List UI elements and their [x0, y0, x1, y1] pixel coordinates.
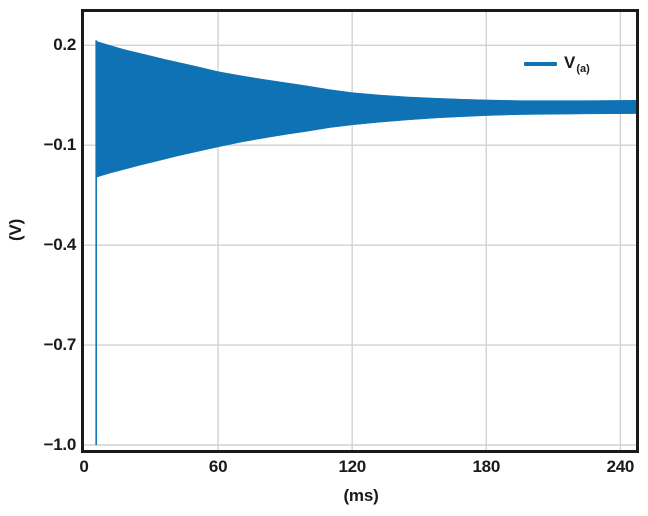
- plot-area: V(a): [81, 9, 639, 453]
- legend: V(a): [524, 53, 590, 75]
- x-tick-label: 0: [79, 457, 89, 476]
- series-envelope: [95, 40, 636, 178]
- plot-canvas: [84, 12, 636, 450]
- legend-series-subscript: (a): [576, 63, 590, 75]
- x-tick-label: 240: [606, 457, 635, 476]
- x-tick-label: 180: [472, 457, 501, 476]
- x-tick-label: 60: [208, 457, 228, 476]
- y-tick-label: −0.7: [43, 335, 77, 355]
- x-axis-label: (ms): [343, 486, 379, 505]
- legend-series-symbol: V: [564, 53, 576, 72]
- x-tick-label: 120: [338, 457, 366, 476]
- series-startup-spike: [95, 40, 97, 446]
- y-tick-label: −0.1: [43, 135, 77, 155]
- y-tick-label: −1.0: [43, 435, 77, 454]
- y-tick-label: 0.2: [53, 35, 76, 55]
- legend-label: V(a): [564, 53, 590, 75]
- y-tick-label: −0.4: [43, 235, 77, 255]
- legend-line-swatch: [524, 62, 557, 66]
